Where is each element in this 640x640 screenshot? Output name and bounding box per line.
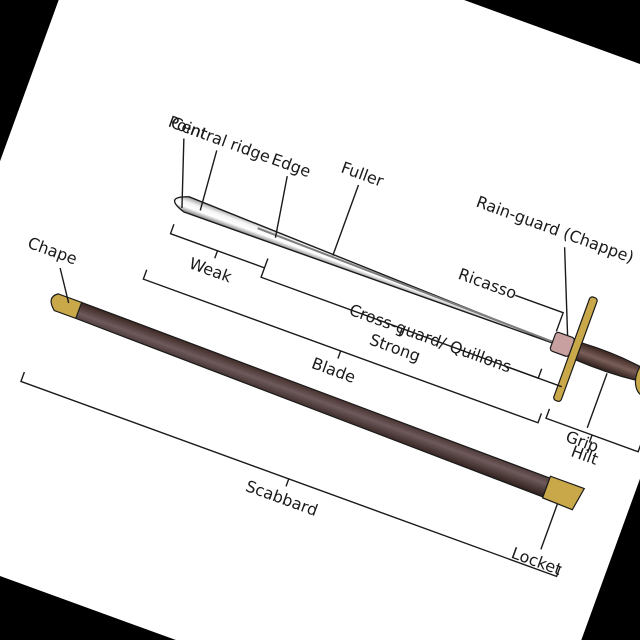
scabbard — [50, 293, 586, 511]
grip-shape — [575, 342, 640, 382]
brace-scabbard — [20, 371, 561, 578]
brace-blade — [142, 269, 543, 424]
pommel-outer — [634, 357, 640, 398]
section-braces — [20, 224, 640, 578]
brace-weak — [169, 224, 269, 269]
locket — [541, 475, 586, 511]
chape — [50, 293, 83, 320]
sword — [174, 196, 640, 402]
fuller-line — [257, 227, 557, 345]
leader-lines — [59, 138, 608, 550]
brace-strong — [260, 267, 543, 380]
